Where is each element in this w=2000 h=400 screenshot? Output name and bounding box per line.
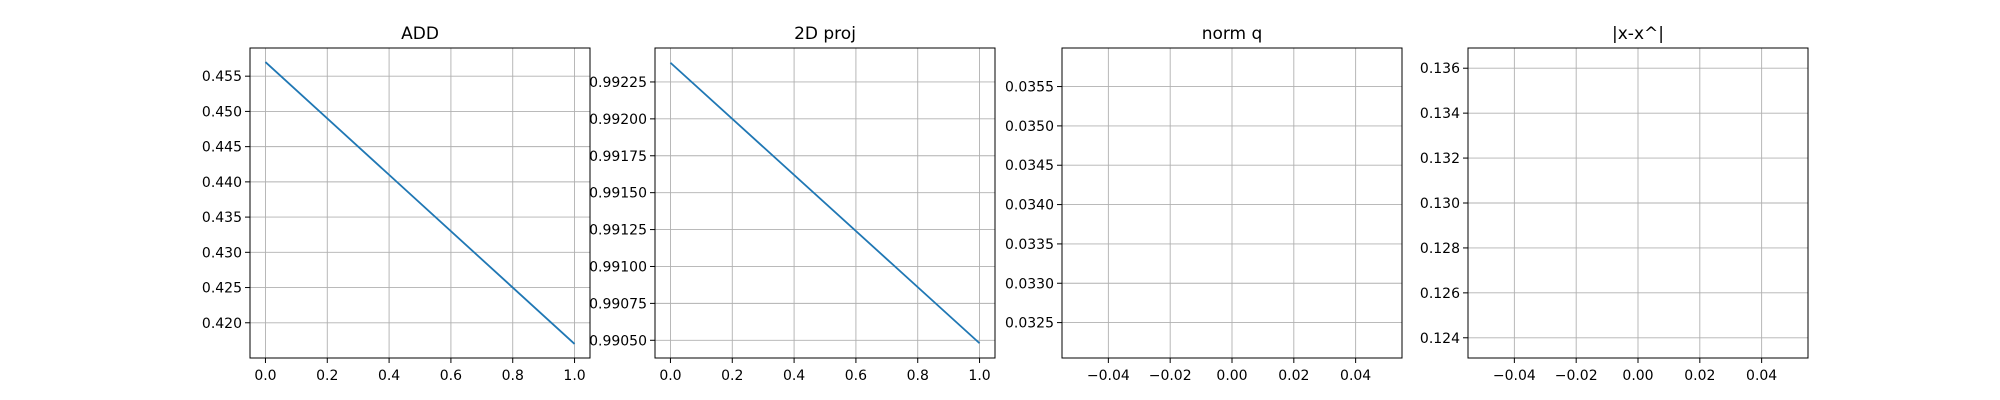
- y-tick-label: 0.99200: [589, 112, 647, 128]
- y-tick-label: 0.430: [202, 245, 242, 261]
- subplot-4: −0.04 −0.02 0.00 0.02 0.04 0.124 0.126 0.128 0.1…: [1420, 24, 1809, 384]
- y-tick-label: 0.455: [202, 69, 242, 85]
- x-tick-label: 0.8: [502, 368, 524, 384]
- y-tick-label: 0.99175: [589, 149, 647, 165]
- y-tick-label: 0.440: [202, 175, 242, 191]
- y-tick-label: 0.99050: [589, 333, 647, 349]
- series-line: [264, 61, 576, 345]
- x-tick-label: −0.04: [1493, 368, 1536, 384]
- y-tick-label: 0.99225: [589, 75, 647, 91]
- x-tick-label: 0.8: [907, 368, 929, 384]
- y-tick-label: 0.130: [1420, 196, 1460, 212]
- subplot-title: norm q: [1202, 24, 1263, 44]
- x-tick-label: 0.00: [1622, 368, 1653, 384]
- x-tick-label: 0.02: [1684, 368, 1715, 384]
- subplot-1: 0.0 0.2 0.4 0.6 0.8 1.0 0.420 0.425 0.430 0.435 0.…: [202, 24, 591, 384]
- y-tick-label: 0.445: [202, 140, 242, 156]
- x-tick-label: 0.0: [254, 368, 276, 384]
- x-tick-label: 0.04: [1746, 368, 1777, 384]
- x-tick-label: 0.6: [845, 368, 867, 384]
- y-tick-label: 0.99125: [589, 223, 647, 239]
- y-tick-label: 0.99150: [589, 186, 647, 202]
- x-tick-label: 0.0: [659, 368, 681, 384]
- y-tick-label: 0.126: [1420, 286, 1460, 302]
- x-tick-label: 0.4: [783, 368, 805, 384]
- y-tick-label: 0.132: [1420, 151, 1460, 167]
- y-tick-label: 0.420: [202, 316, 242, 332]
- x-tick-label: 0.04: [1340, 368, 1371, 384]
- y-tick-label: 0.0345: [1005, 158, 1054, 174]
- subplot-3: −0.04 −0.02 0.00 0.02 0.04 0.0325 0.0330 0.0335…: [1005, 24, 1403, 384]
- x-tick-label: 0.2: [721, 368, 743, 384]
- subplot-title: 2D proj: [794, 24, 856, 44]
- x-tick-label: 0.02: [1278, 368, 1309, 384]
- axes-frame: [249, 47, 591, 359]
- y-tick-label: 0.425: [202, 281, 242, 297]
- y-tick-label: 0.0340: [1005, 198, 1054, 214]
- y-tick-label: 0.134: [1420, 106, 1460, 122]
- y-tick-label: 0.136: [1420, 61, 1460, 77]
- x-tick-label: −0.04: [1087, 368, 1130, 384]
- subplot-title: |x-x^|: [1612, 24, 1664, 44]
- x-tick-label: 0.2: [316, 368, 338, 384]
- y-tick-label: 0.128: [1420, 241, 1460, 257]
- x-tick-label: 0.6: [440, 368, 462, 384]
- axes-frame: [654, 47, 996, 359]
- x-tick-label: 0.4: [378, 368, 400, 384]
- x-tick-label: 1.0: [563, 368, 585, 384]
- y-tick-label: 0.124: [1420, 331, 1460, 347]
- y-tick-label: 0.450: [202, 104, 242, 120]
- y-tick-label: 0.0330: [1005, 276, 1054, 292]
- x-tick-label: −0.02: [1555, 368, 1598, 384]
- y-tick-label: 0.99075: [589, 296, 647, 312]
- x-tick-label: 1.0: [968, 368, 990, 384]
- y-tick-label: 0.0355: [1005, 80, 1054, 96]
- subplot-title: ADD: [401, 24, 439, 44]
- subplot-2: 0.0 0.2 0.4 0.6 0.8 1.0 0.99050 0.99075 0.99100 0…: [589, 24, 996, 384]
- y-tick-label: 0.0335: [1005, 237, 1054, 253]
- series-line: [669, 62, 981, 344]
- x-tick-label: 0.00: [1216, 368, 1247, 384]
- y-tick-label: 0.0350: [1005, 119, 1054, 135]
- y-tick-label: 0.0325: [1005, 316, 1054, 332]
- y-tick-label: 0.435: [202, 210, 242, 226]
- x-tick-label: −0.02: [1149, 368, 1192, 384]
- y-tick-label: 0.99100: [589, 259, 647, 275]
